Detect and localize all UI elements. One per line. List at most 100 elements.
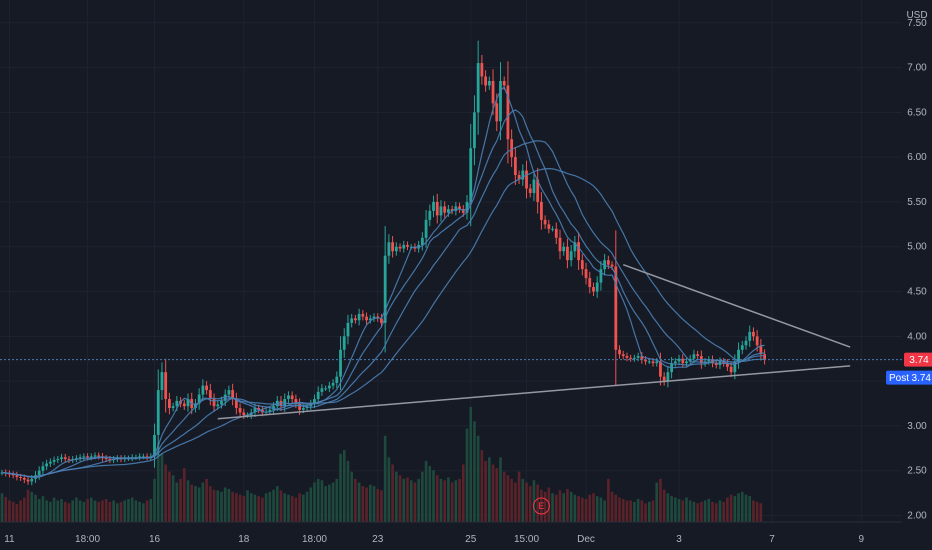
- grid-lines: [0, 0, 902, 522]
- volume-bar: [194, 486, 197, 522]
- volume-bar: [469, 407, 473, 522]
- volume-bar: [499, 457, 502, 522]
- volume-bar: [458, 478, 461, 522]
- candle-body: [22, 477, 26, 480]
- volume-bars: [0, 407, 763, 522]
- volume-bar: [354, 478, 357, 522]
- volume-bar: [629, 500, 632, 522]
- candle-body: [372, 316, 376, 319]
- candle-body: [577, 242, 580, 261]
- candle-body: [532, 179, 536, 193]
- volume-bar: [391, 464, 394, 522]
- volume-bar: [573, 494, 577, 522]
- candle-body: [387, 242, 391, 256]
- volume-bar: [108, 501, 112, 522]
- volume-bar: [398, 475, 402, 522]
- candle-body: [168, 399, 171, 409]
- candle-body: [365, 316, 368, 321]
- volume-bar: [491, 464, 495, 522]
- volume-bar: [744, 494, 748, 522]
- post-market-value: 3.74: [912, 373, 932, 384]
- volume-bar: [558, 490, 562, 522]
- candle-body: [636, 356, 640, 358]
- candle-body: [238, 408, 242, 413]
- time-axis[interactable]: 11 18:00 16 18 18:00 23 25 15:00 Dec 3 7 9: [0, 521, 902, 545]
- volume-bar: [268, 491, 272, 522]
- volume-bar: [435, 475, 439, 522]
- candle-body: [733, 361, 737, 373]
- candle-body: [566, 246, 569, 261]
- volume-bar: [636, 499, 640, 522]
- volume-bar: [309, 487, 313, 522]
- candle-body: [420, 237, 424, 245]
- volume-bar: [23, 497, 26, 522]
- candle-body: [171, 406, 175, 409]
- volume-bar: [647, 501, 651, 522]
- volume-bar: [361, 486, 365, 522]
- time-tick-label: 7: [769, 534, 775, 545]
- volume-bar: [298, 493, 301, 522]
- candle-body: [528, 188, 532, 193]
- volume-bar: [584, 499, 588, 522]
- candle-body: [205, 385, 208, 391]
- volume-bar: [235, 493, 238, 522]
- volume-bar: [714, 503, 718, 522]
- candle-body: [406, 244, 409, 247]
- candle-body: [558, 237, 562, 252]
- volume-bar: [495, 468, 499, 522]
- volume-bar: [417, 478, 420, 522]
- post-market-badge: [886, 370, 932, 385]
- candle-body: [673, 361, 677, 364]
- volume-bar: [350, 471, 353, 522]
- volume-bar: [473, 421, 476, 522]
- volume-bar: [123, 500, 127, 522]
- candle-body: [253, 408, 257, 413]
- volume-bar: [119, 501, 123, 522]
- volume-bar: [454, 480, 458, 522]
- candle-body: [56, 459, 60, 461]
- volume-bar: [376, 488, 380, 522]
- candle-body: [618, 349, 621, 355]
- candle-body: [677, 358, 681, 362]
- time-tick-label: 11: [4, 534, 15, 545]
- volume-bar: [465, 428, 469, 522]
- candle-body: [197, 394, 201, 404]
- volume-bar: [722, 501, 725, 522]
- volume-bar: [700, 501, 703, 522]
- candle-body: [521, 170, 525, 180]
- volume-bar: [67, 503, 71, 522]
- volume-bar: [41, 496, 45, 522]
- volume-bar: [287, 494, 290, 522]
- earnings-marker[interactable]: E: [532, 497, 550, 515]
- volume-bar: [197, 487, 201, 522]
- volume-bar: [688, 500, 692, 522]
- candle-body: [227, 390, 231, 395]
- volume-bar: [696, 503, 699, 522]
- volume-bar: [142, 503, 145, 522]
- candle-body: [164, 372, 168, 400]
- volume-bar: [368, 484, 372, 522]
- volume-bar: [209, 486, 212, 522]
- volume-bar: [644, 503, 647, 522]
- candle-body: [640, 356, 644, 360]
- volume-bar: [666, 493, 670, 522]
- candle-body: [45, 463, 49, 467]
- moving-average-lines: [1, 86, 765, 479]
- earnings-marker-label: E: [538, 501, 544, 511]
- volume-bar: [104, 499, 108, 522]
- candle-body: [536, 179, 540, 202]
- volume-bar: [231, 491, 234, 522]
- candle-body: [208, 390, 212, 400]
- candle-body: [331, 382, 335, 386]
- volume-bar: [93, 500, 97, 522]
- candle-body: [93, 455, 97, 457]
- time-tick-label: 18: [238, 534, 250, 545]
- trendline: [622, 263, 851, 348]
- volume-bar: [186, 480, 190, 522]
- volume-bar: [532, 480, 536, 522]
- price-tick-label: 3.00: [907, 421, 927, 432]
- trendlines: [217, 263, 851, 420]
- volume-bar: [357, 482, 361, 522]
- candle-body: [19, 476, 22, 478]
